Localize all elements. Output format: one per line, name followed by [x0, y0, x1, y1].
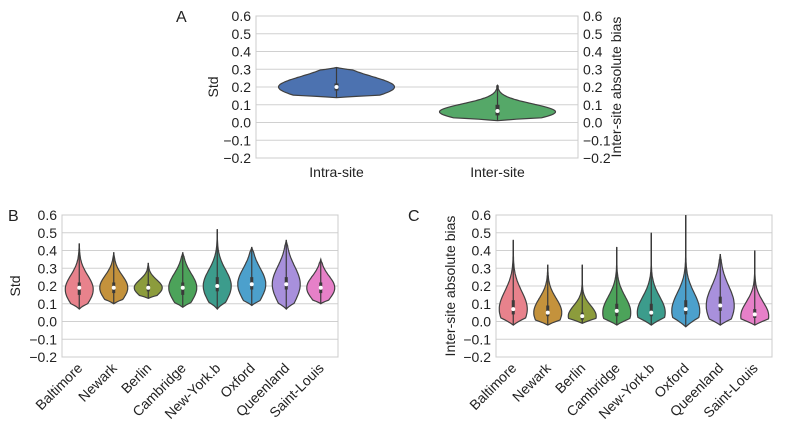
pc-violin-median	[545, 310, 550, 315]
pb-violin-median	[249, 282, 254, 287]
pa-xtick-label: Inter-site	[470, 164, 525, 180]
pc-violin-median	[580, 314, 585, 319]
pb-ytick-label: 0.4	[38, 243, 58, 259]
pb-ytick-label: −0.1	[29, 331, 57, 347]
pb-violin-median	[111, 285, 116, 290]
pc-ytick-label: 0.3	[472, 260, 492, 276]
pb-ytick-label: 0.5	[38, 225, 58, 241]
pa-ytick-label-right: 0.2	[583, 79, 603, 95]
pb-ylabel: Std	[7, 275, 23, 296]
pa-ytick-label-right: 0.6	[583, 8, 603, 24]
pa-ytick-label-right: 0.5	[583, 26, 603, 42]
pa-ytick-label-right: 0.1	[583, 97, 603, 113]
pa-plot-frame	[255, 15, 579, 159]
pb-ytick-label: 0.2	[38, 278, 58, 294]
pa-ytick-label: 0.3	[232, 61, 252, 77]
pa-xtick-label: Intra-site	[309, 164, 364, 180]
pb-violin-median	[180, 285, 185, 290]
pc-ylabel: Inter-site absolute bias	[442, 216, 458, 357]
pa-ytick-label-right: −0.1	[583, 132, 611, 148]
pb-ytick-label: 0.3	[38, 260, 58, 276]
pa-ytick-label: 0.0	[232, 115, 252, 131]
pb-ytick-label: 0.0	[38, 314, 58, 330]
pc-violin-median	[718, 303, 723, 308]
pc-violin-median	[614, 308, 619, 313]
violin-chart-c: −0.2 −0.10.0 0.1 0.2 0.30.4 0.5 0.6 Inter-site …	[442, 207, 773, 422]
pa-violin-median	[334, 85, 339, 89]
pa-ylabel: Std	[205, 76, 221, 97]
pb-ytick-label: −0.2	[29, 349, 57, 365]
pa-ytick-label: 0.2	[232, 79, 252, 95]
pa-ytick-label-right: 0.3	[583, 61, 603, 77]
pc-ytick-label: 0.1	[472, 296, 492, 312]
pa-violin-median	[495, 108, 500, 113]
pc-violin-median	[683, 307, 688, 312]
pa-ytick-label-right: 0.4	[583, 44, 603, 60]
pa-ytick-label: 0.5	[232, 26, 252, 42]
pc-ytick-label: 0.2	[472, 278, 492, 294]
pc-ytick-label: −0.1	[463, 331, 491, 347]
pa-ytick-label: 0.6	[232, 8, 252, 24]
pa-ytick-label: −0.1	[223, 132, 251, 148]
pb-violin-median	[215, 284, 220, 288]
pc-violin-median	[511, 307, 516, 312]
pc-violin-box	[649, 303, 653, 317]
violin-chart-b: −0.2 −0.10.0 0.1 0.2 0.30.4 0.5 0.6 Std Baltimor…	[7, 207, 339, 422]
pb-violin-median	[284, 282, 289, 287]
pc-xtick-label: Baltimore	[466, 360, 519, 413]
pc-ytick-label: 0.0	[472, 314, 492, 330]
pc-violin-median	[752, 312, 757, 317]
pc-xtick-label: Newark	[509, 359, 555, 405]
pc-violin-median	[649, 310, 654, 315]
panel-label-c: C	[408, 208, 420, 225]
pb-plot-frame	[61, 214, 339, 358]
pa-ytick-label-right: −0.2	[583, 150, 611, 166]
violin-chart-a: −0.2 −0.2−0.1 −0.10.0 0.00.1 0.10.2 0.20.3 0.3…	[205, 8, 624, 180]
pa-ytick-label: 0.1	[232, 97, 252, 113]
pc-plot-frame	[495, 214, 773, 358]
pb-ytick-label: 0.6	[38, 207, 58, 223]
pa-ytick-label-right: 0.0	[583, 115, 603, 131]
pb-xtick-label: Baltimore	[32, 360, 85, 413]
pa-ytick-label: 0.4	[232, 44, 252, 60]
pa-ylabel-right: Inter-site absolute bias	[608, 17, 624, 158]
pb-violin-median	[318, 285, 323, 290]
pa-ytick-label: −0.2	[223, 150, 251, 166]
pc-ytick-label: 0.5	[472, 225, 492, 241]
pc-ytick-label: 0.6	[472, 207, 492, 223]
pb-ytick-label: 0.1	[38, 296, 58, 312]
panel-label-b: B	[8, 208, 19, 225]
pc-ytick-label: 0.4	[472, 243, 492, 259]
pb-violin-median	[146, 285, 151, 290]
panel-label-a: A	[176, 9, 187, 26]
pc-ytick-label: −0.2	[463, 349, 491, 365]
pb-xtick-label: Newark	[75, 359, 121, 405]
pb-violin-median	[77, 285, 82, 290]
